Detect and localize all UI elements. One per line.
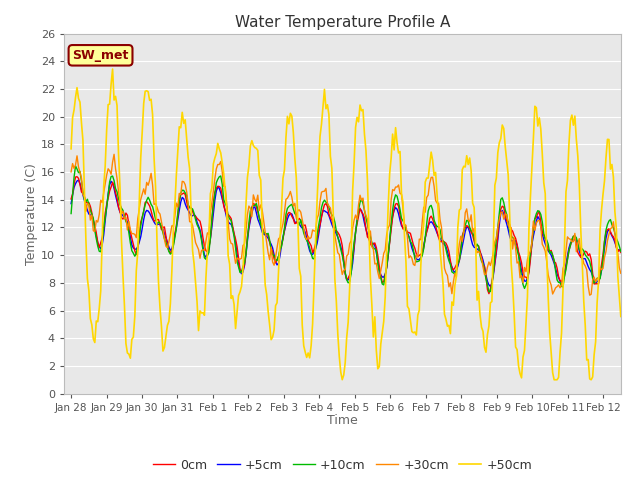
0cm — [73, 174, 81, 180]
+10cm — [485, 289, 493, 295]
+5cm — [254, 216, 262, 222]
0cm — [349, 255, 356, 261]
0cm — [472, 243, 479, 249]
+5cm — [75, 177, 83, 183]
+10cm — [138, 215, 146, 220]
0cm — [138, 214, 146, 220]
+30cm — [67, 169, 75, 175]
+10cm — [472, 243, 479, 249]
Line: +50cm: +50cm — [71, 69, 621, 380]
+5cm — [67, 201, 75, 206]
Legend: 0cm, +5cm, +10cm, +30cm, +50cm: 0cm, +5cm, +10cm, +30cm, +50cm — [148, 454, 537, 477]
+30cm — [138, 191, 146, 197]
0cm — [617, 250, 625, 255]
0cm — [159, 225, 167, 230]
+5cm — [159, 226, 167, 232]
+5cm — [486, 284, 494, 289]
+10cm — [72, 163, 79, 169]
0cm — [485, 291, 493, 297]
+50cm — [109, 66, 116, 72]
+30cm — [608, 225, 616, 231]
+50cm — [608, 162, 616, 168]
+50cm — [254, 147, 262, 153]
+50cm — [67, 146, 75, 152]
Line: +5cm: +5cm — [71, 180, 621, 287]
+30cm — [110, 151, 118, 157]
+10cm — [349, 253, 356, 259]
Y-axis label: Temperature (C): Temperature (C) — [25, 163, 38, 264]
+30cm — [586, 292, 593, 298]
+30cm — [349, 226, 356, 231]
Text: SW_met: SW_met — [72, 49, 129, 62]
+10cm — [67, 211, 75, 216]
+5cm — [349, 261, 356, 266]
+50cm — [550, 377, 558, 383]
+50cm — [138, 129, 146, 135]
Line: +30cm: +30cm — [71, 154, 621, 295]
0cm — [67, 196, 75, 202]
+30cm — [159, 227, 167, 233]
Line: 0cm: 0cm — [71, 177, 621, 294]
Title: Water Temperature Profile A: Water Temperature Profile A — [235, 15, 450, 30]
X-axis label: Time: Time — [327, 414, 358, 427]
+5cm — [617, 248, 625, 254]
+30cm — [472, 243, 479, 249]
+30cm — [617, 270, 625, 276]
0cm — [254, 209, 262, 215]
+5cm — [472, 245, 479, 251]
+5cm — [138, 226, 146, 231]
+30cm — [254, 192, 262, 198]
Line: +10cm: +10cm — [71, 166, 621, 292]
+10cm — [254, 206, 262, 212]
+10cm — [617, 249, 625, 254]
+5cm — [608, 233, 616, 239]
+50cm — [349, 188, 356, 194]
+50cm — [617, 313, 625, 319]
+10cm — [608, 222, 616, 228]
+50cm — [159, 348, 167, 354]
+10cm — [159, 230, 167, 236]
0cm — [608, 232, 616, 238]
+50cm — [472, 237, 479, 242]
